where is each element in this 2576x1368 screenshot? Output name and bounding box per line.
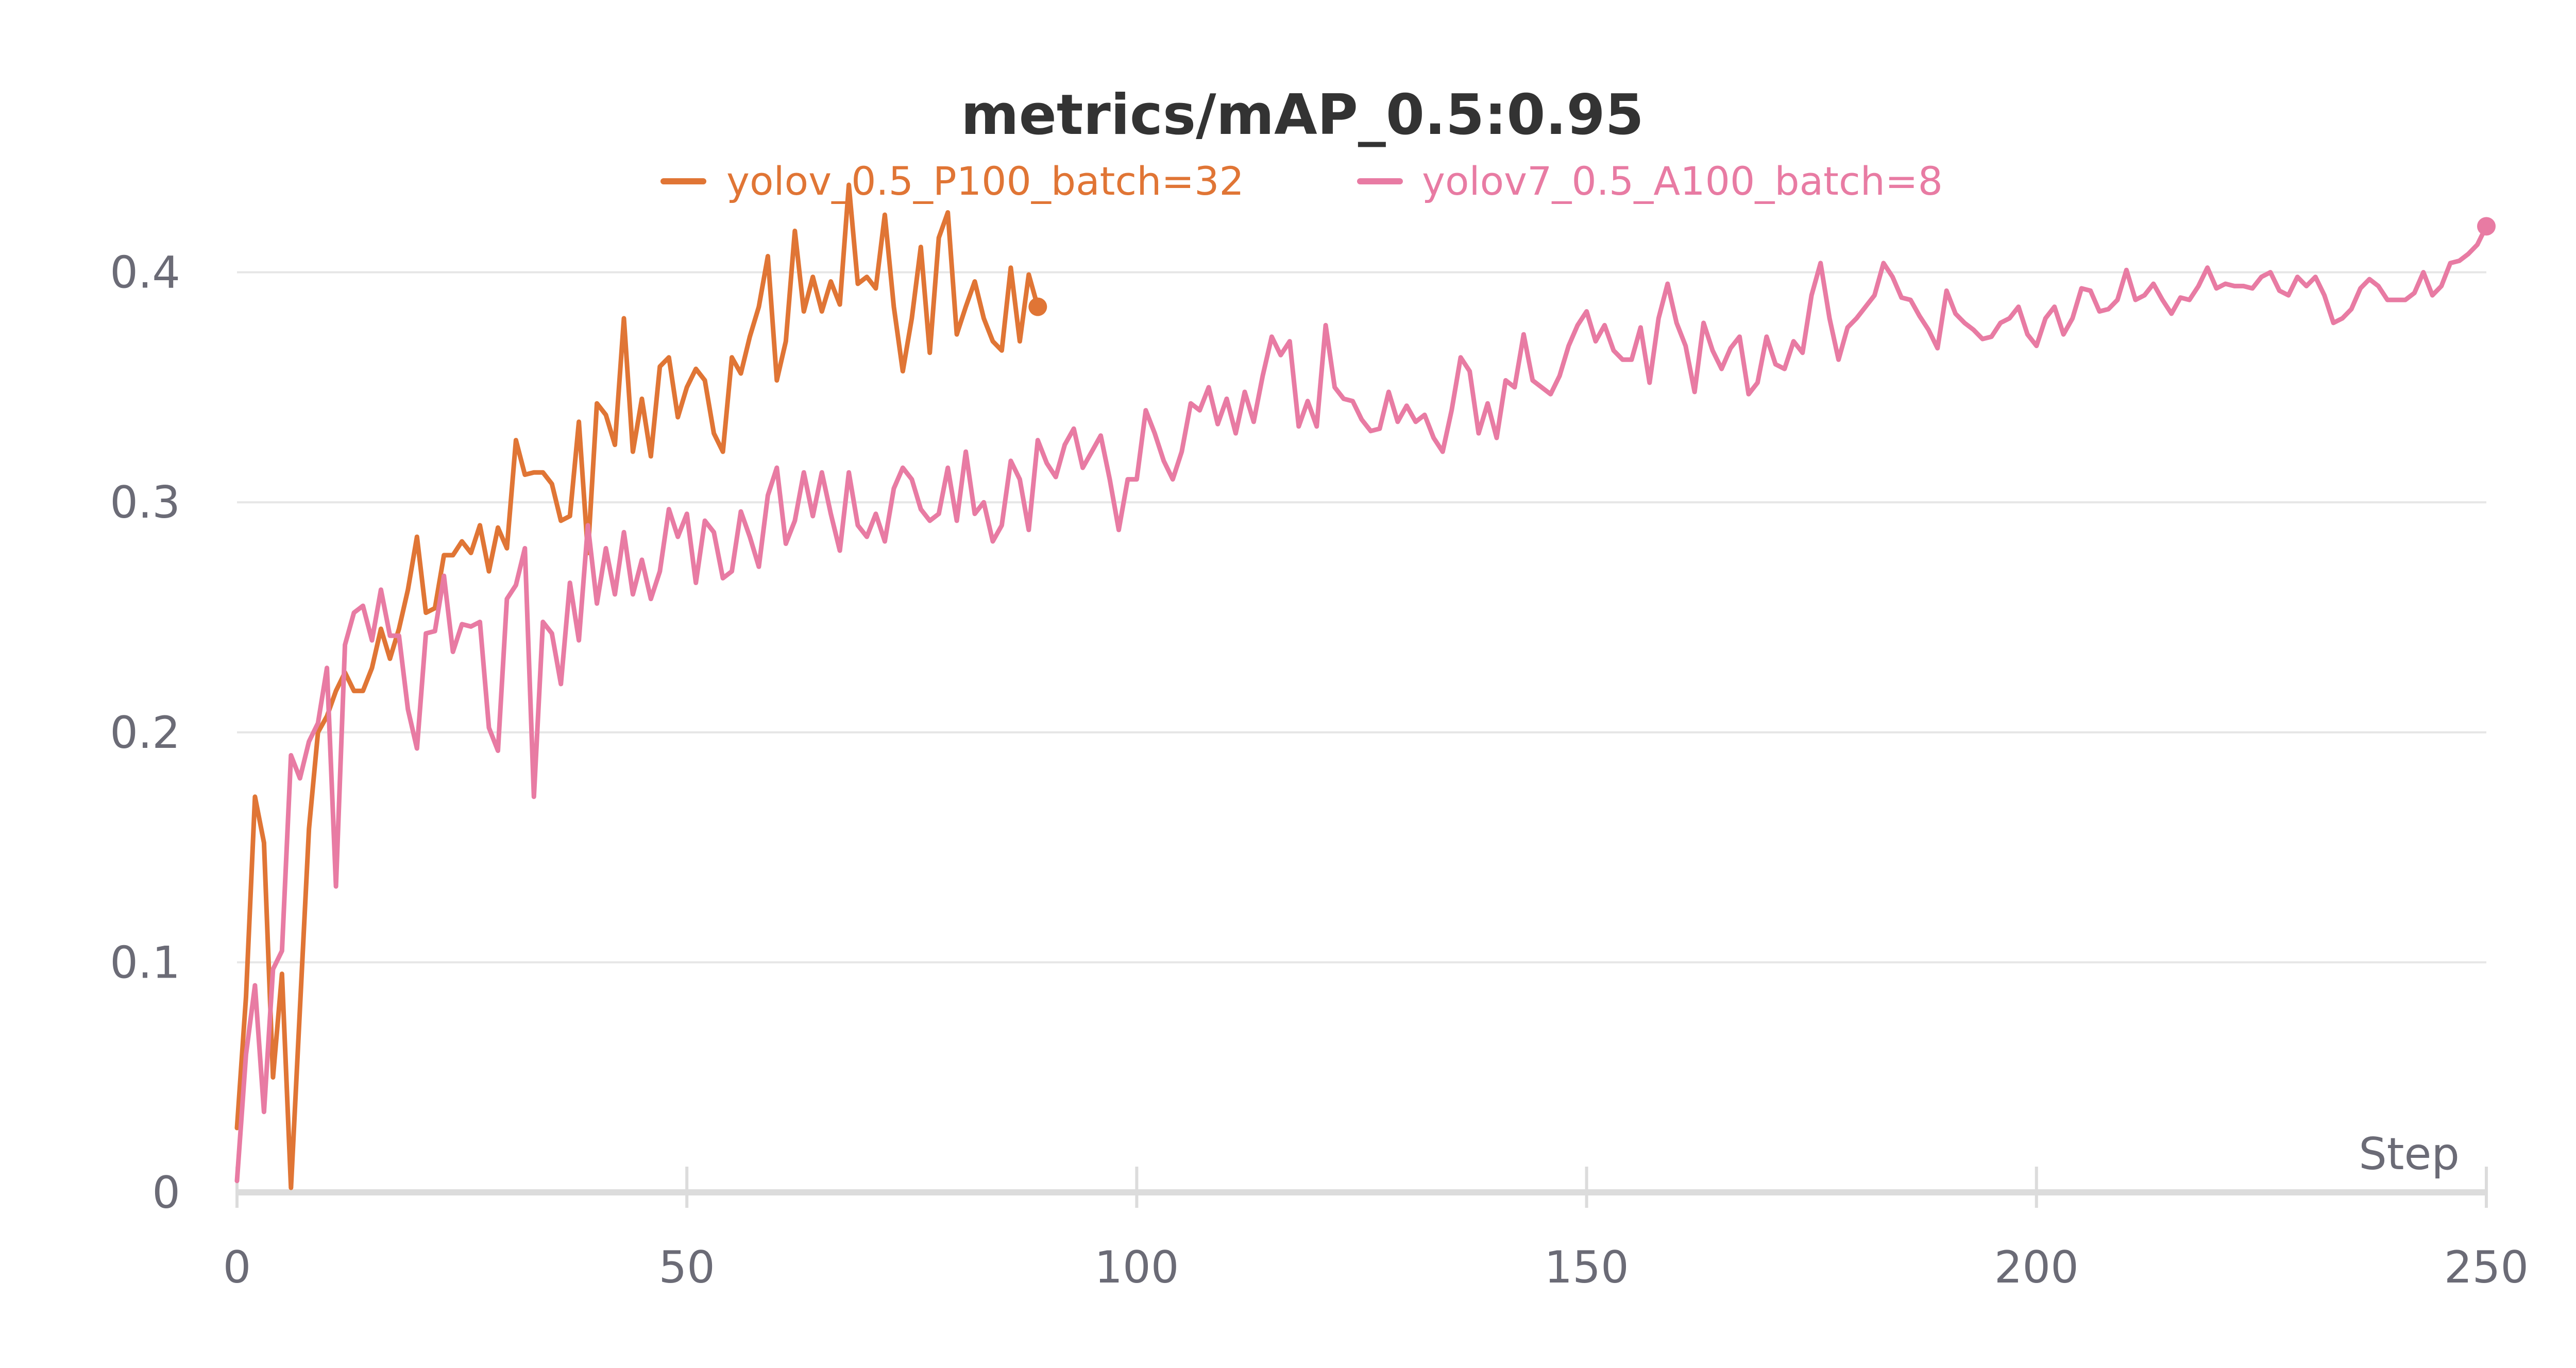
x-tick-label: 100: [1094, 1242, 1179, 1293]
series-end-point-1: [1028, 297, 1047, 316]
chart-title: metrics/mAP_0.5:0.95: [961, 83, 1644, 147]
x-tick-label: 50: [658, 1242, 715, 1293]
x-axis: 0 50 100 150 200 250: [223, 1167, 2529, 1293]
y-tick-label: 0.4: [110, 247, 180, 299]
series-line-1: [234, 182, 1040, 1190]
legend-item-series-1[interactable]: yolov_0.5_P100_batch=32: [660, 158, 1244, 204]
y-tick-label: 0.3: [110, 477, 180, 528]
series-line-2: [234, 224, 2489, 1184]
legend-label: yolov7_0.5_A100_batch=8: [1422, 158, 1943, 204]
x-tick-label: 200: [1994, 1242, 2079, 1293]
x-tick-label: 150: [1545, 1242, 1629, 1293]
legend-label: yolov_0.5_P100_batch=32: [726, 158, 1244, 204]
x-axis-label: Step: [2359, 1128, 2460, 1180]
series-end-point-2: [2477, 217, 2496, 236]
y-tick-label: 0: [152, 1167, 180, 1219]
legend-item-series-2[interactable]: yolov7_0.5_A100_batch=8: [1357, 158, 1943, 204]
y-tick-label: 0.2: [110, 707, 180, 759]
plot-area: [234, 182, 2496, 1190]
grid: [237, 271, 2486, 964]
y-axis: 0 0.1 0.2 0.3 0.4: [110, 247, 180, 1219]
legend: yolov_0.5_P100_batch=32 yolov7_0.5_A100_…: [660, 158, 1943, 204]
y-tick-label: 0.1: [110, 937, 180, 988]
x-tick-label: 0: [223, 1242, 251, 1293]
x-tick-label: 250: [2444, 1242, 2529, 1293]
